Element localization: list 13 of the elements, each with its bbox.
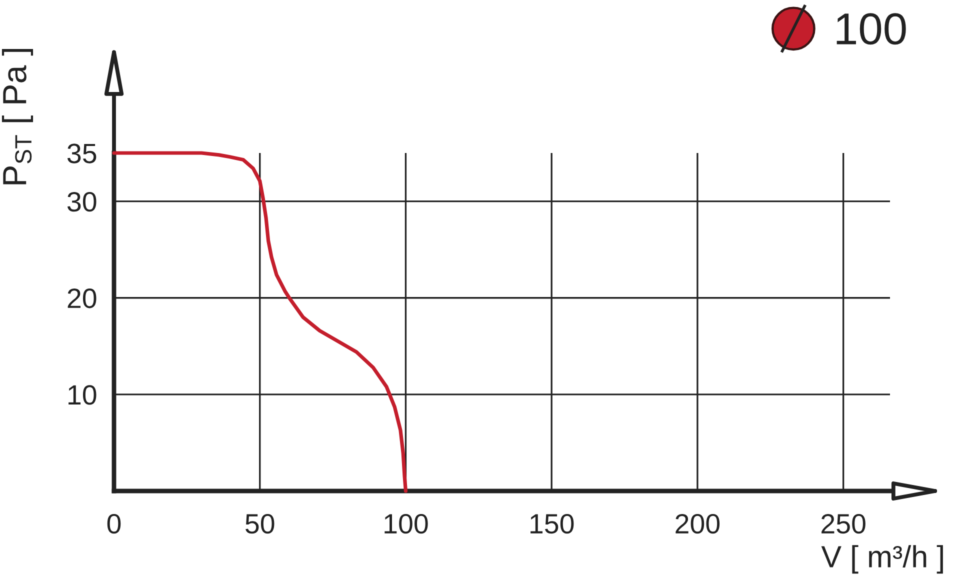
- x-tick-label: 50: [246, 514, 274, 534]
- x-tick-label: 200: [676, 514, 720, 534]
- y-tick-label: 20: [68, 288, 96, 308]
- x-axis-title: V [ m³/h ]: [821, 545, 943, 574]
- legend-label: 100: [836, 13, 906, 45]
- x-tick-label: 0: [107, 514, 121, 534]
- x-tick-label: 250: [822, 514, 866, 534]
- x-tick-label: 100: [384, 514, 428, 534]
- y-tick-label: 30: [68, 192, 96, 212]
- x-tick-label: 150: [530, 514, 574, 534]
- y-tick-label: 10: [68, 385, 96, 405]
- y-axis-title: P$_{ST}$ [ Pa ]: [2, 49, 34, 184]
- y-tick-label: 35: [68, 144, 96, 164]
